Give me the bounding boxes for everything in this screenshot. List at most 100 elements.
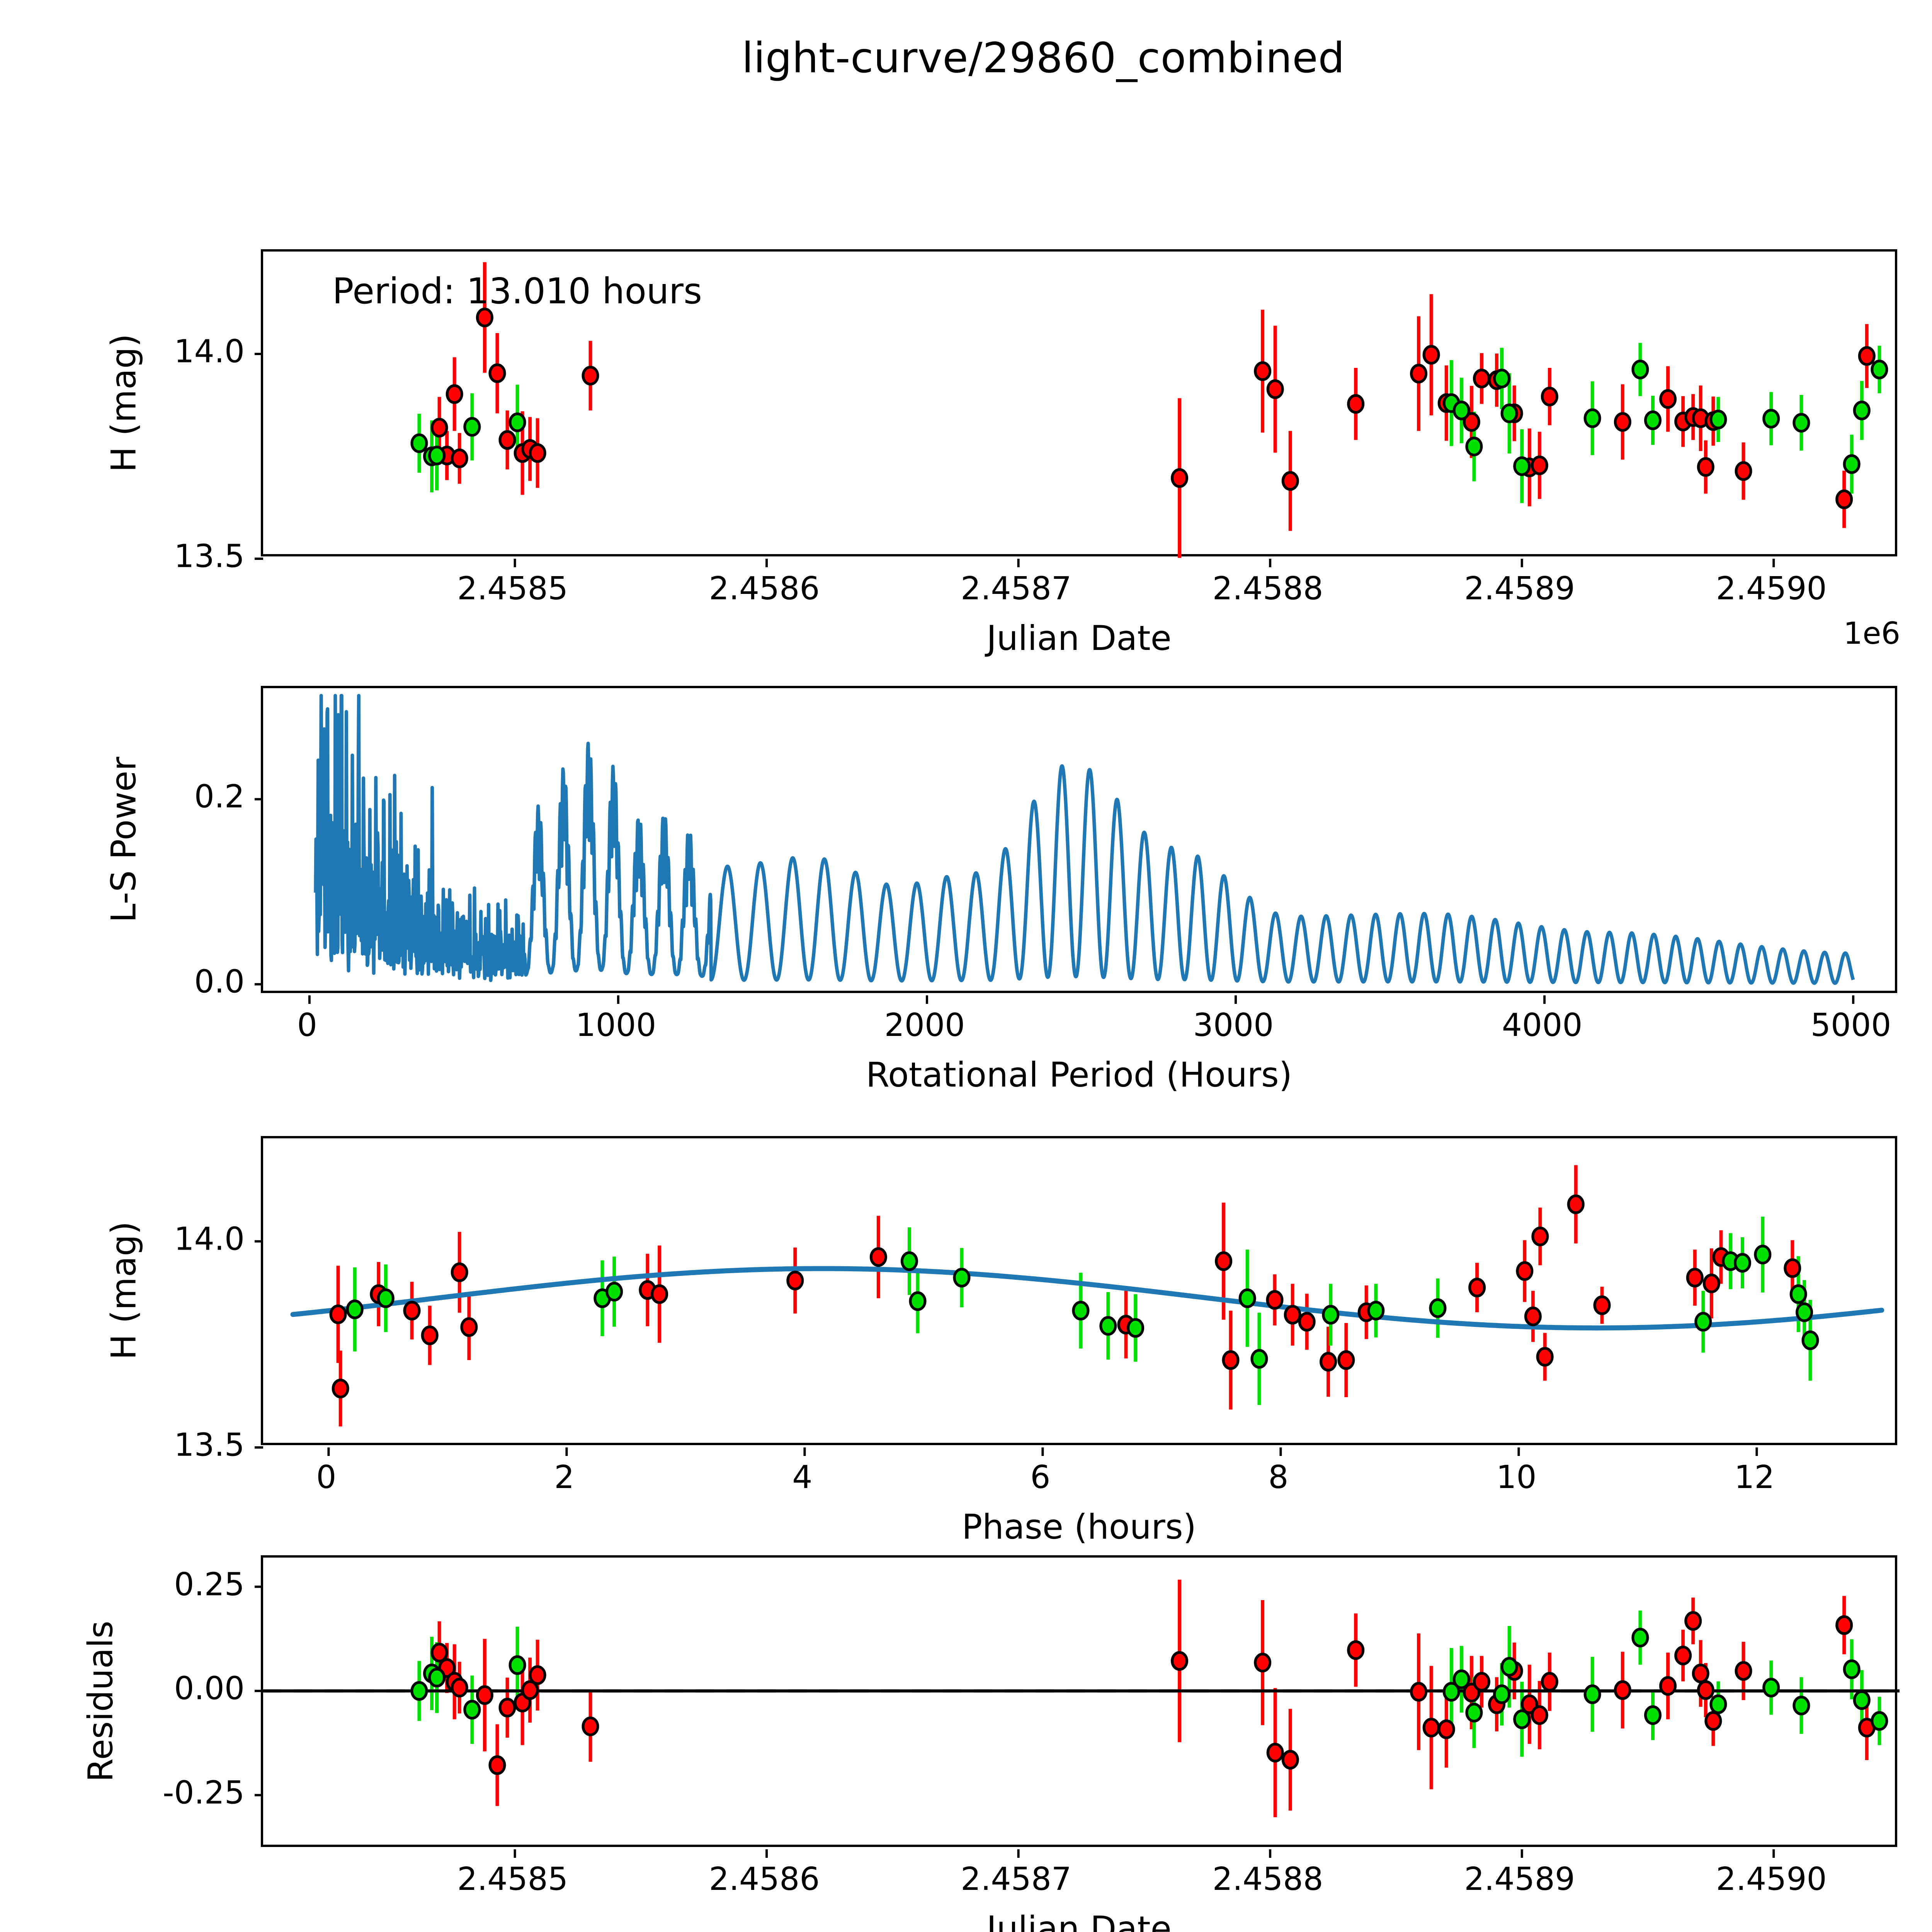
y-tick-label-residuals: -0.25 [162,1774,245,1811]
axis-label-x-residuals: Julian Date [986,1909,1172,1932]
data-point [1171,1651,1189,1671]
data-point [1871,1711,1888,1731]
data-point [1644,410,1662,430]
y-tick-label-periodogram: 0.2 [194,778,245,815]
data-point [1583,1684,1601,1704]
data-point [1524,1306,1542,1327]
data-point [1254,1653,1272,1673]
data-point [1843,1659,1861,1679]
data-point [476,1685,493,1705]
x-tick-label-phase: 0 [316,1459,337,1496]
data-point [1702,1273,1720,1293]
data-point [377,1288,395,1308]
axis-label-x-lightcurve: Julian Date [986,618,1172,658]
data-point [332,1378,349,1398]
period-annotation: Period: 13.010 hours [332,270,702,312]
x-tick-label-residuals: 2.4589 [1464,1861,1575,1898]
data-point [1322,1305,1340,1325]
x-tick-label-phase: 12 [1734,1459,1775,1496]
x-tick-label-lightcurve: 2.4588 [1212,570,1323,607]
data-point [786,1270,804,1291]
data-point [1452,400,1470,420]
data-point [430,418,448,438]
data-point [1222,1350,1240,1370]
data-point [1347,394,1365,414]
data-point [1410,1682,1428,1702]
data-point [1762,408,1780,429]
data-point [1422,345,1440,365]
data-point [1238,1288,1256,1308]
phase-folded-plot-area [255,1165,1884,1456]
data-point [869,1247,887,1267]
data-point [1541,1672,1558,1692]
y-tick-label-lightcurve: 14.0 [174,333,245,370]
data-point [1614,1680,1631,1700]
data-point [451,448,468,468]
y-tick-label-lightcurve: 13.5 [174,538,245,575]
data-point [1735,461,1752,481]
data-point [509,1655,526,1675]
data-point [1281,471,1299,491]
data-point [1704,1711,1722,1731]
data-point [1367,1301,1385,1321]
data-point [1493,369,1511,389]
data-point [1452,1669,1470,1689]
data-point [430,1643,448,1663]
data-point [1493,1684,1511,1704]
y-tick-label-residuals: 0.25 [174,1566,245,1603]
panel-periodogram [255,686,1897,1004]
x-tick-label-phase: 10 [1496,1459,1537,1496]
axis-label-x-phase: Phase (hours) [962,1507,1196,1547]
data-point [1789,1284,1807,1304]
data-point [403,1301,421,1321]
data-point [900,1251,918,1271]
data-point [1697,1680,1714,1700]
periodogram-plot-area [255,694,1855,1004]
x-tick-label-residuals: 2.4590 [1716,1861,1827,1898]
data-point [1513,1709,1531,1729]
data-point [529,443,546,463]
data-point [1171,468,1189,488]
x-tick-label-lightcurve: 2.4590 [1716,570,1827,607]
data-point [1793,413,1810,433]
data-point [1871,359,1888,379]
data-point [1099,1316,1117,1336]
data-point [1835,1615,1853,1635]
data-point [1531,1226,1549,1247]
data-point [1686,1268,1704,1288]
x-tick-label-lightcurve: 2.4589 [1464,570,1575,607]
data-point [1853,1690,1871,1710]
data-point [1784,1258,1801,1278]
data-point [1473,1672,1490,1692]
figure-title: light-curve/29860_combined [742,34,1345,82]
data-point [1793,1696,1810,1716]
data-point [410,1681,428,1701]
data-point [529,1665,546,1685]
x-tick-label-periodogram: 2000 [884,1007,965,1044]
data-point [498,430,516,450]
data-point [421,1325,439,1345]
data-point [446,384,463,404]
data-point [1072,1301,1090,1321]
x-tick-label-residuals: 2.4586 [709,1861,820,1898]
lightcurve-plot-area [255,262,1888,567]
data-point [1500,403,1518,423]
data-point [1410,364,1428,384]
data-point [1516,1261,1534,1281]
data-point [1694,1312,1712,1332]
data-point [521,1680,539,1700]
axis-label-y-phase: H (mag) [104,1221,144,1360]
sinusoid-fit-line [290,1266,1884,1331]
data-point [1853,400,1871,420]
data-point [1281,1750,1299,1770]
periodogram-line [314,694,1855,985]
data-point [1843,454,1861,474]
data-point [1674,1645,1692,1665]
data-point [463,417,481,437]
data-point [1735,1661,1752,1681]
data-point [1614,412,1631,432]
data-point [909,1291,927,1311]
x-tick-label-residuals: 2.4585 [457,1861,568,1898]
data-point [1536,1347,1554,1367]
